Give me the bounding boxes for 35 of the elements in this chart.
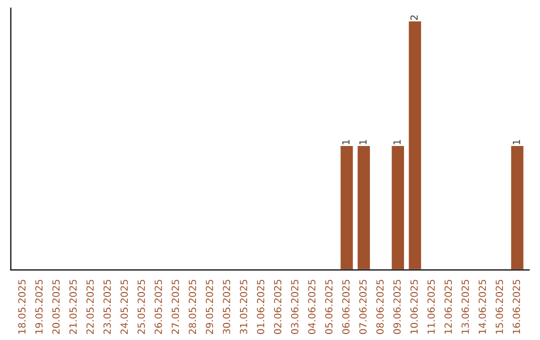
data-label: 1 — [393, 140, 401, 144]
x-tick-label: 20.05.2025 — [52, 280, 60, 334]
x-tick-label: 11.06.2025 — [427, 280, 435, 334]
x-tick-label: 31.05.2025 — [240, 280, 248, 334]
data-label: 2 — [410, 15, 418, 20]
x-tick-label: 06.06.2025 — [342, 280, 350, 334]
x-tick-label: 23.05.2025 — [103, 280, 111, 334]
data-label: 1 — [359, 140, 366, 144]
x-tick-label: 04.06.2025 — [308, 280, 316, 334]
x-tick-label: 22.05.2025 — [86, 280, 94, 334]
data-label: 1 — [342, 140, 350, 144]
x-tick-label: 15.06.2025 — [496, 280, 504, 334]
x-tick-label: 03.06.2025 — [291, 280, 298, 334]
x-tick-label: 09.06.2025 — [393, 280, 401, 334]
x-tick-label: 05.06.2025 — [325, 280, 333, 334]
x-tick-label: 19.05.2025 — [35, 280, 43, 334]
x-tick-label: 07.06.2025 — [359, 280, 367, 334]
x-tick-label: 12.06.2025 — [444, 280, 452, 334]
x-tick-label: 16.06.2025 — [512, 280, 520, 334]
data-label: 1 — [512, 140, 520, 144]
x-tick-label: 01.06.2025 — [256, 280, 264, 334]
x-tick-label: 29.05.2025 — [206, 280, 214, 334]
x-tick-label: 26.05.2025 — [154, 280, 162, 334]
x-tick-label: 14.06.2025 — [478, 280, 486, 334]
x-tick-label: 25.05.2025 — [138, 280, 145, 334]
x-tick-label: 27.05.2025 — [172, 280, 180, 334]
x-tick-label: 10.06.2025 — [410, 280, 418, 334]
x-tick-label: 13.06.2025 — [462, 280, 469, 334]
x-tick-label: 30.05.2025 — [222, 280, 230, 334]
x-tick-label: 08.06.2025 — [376, 280, 384, 334]
x-tick-label: 21.05.2025 — [69, 280, 77, 334]
x-tick-label: 28.05.2025 — [188, 280, 196, 334]
x-tick-label: 18.05.2025 — [18, 280, 26, 334]
x-tick-label: 24.05.2025 — [120, 280, 128, 334]
x-tick-label: 02.06.2025 — [274, 280, 282, 334]
